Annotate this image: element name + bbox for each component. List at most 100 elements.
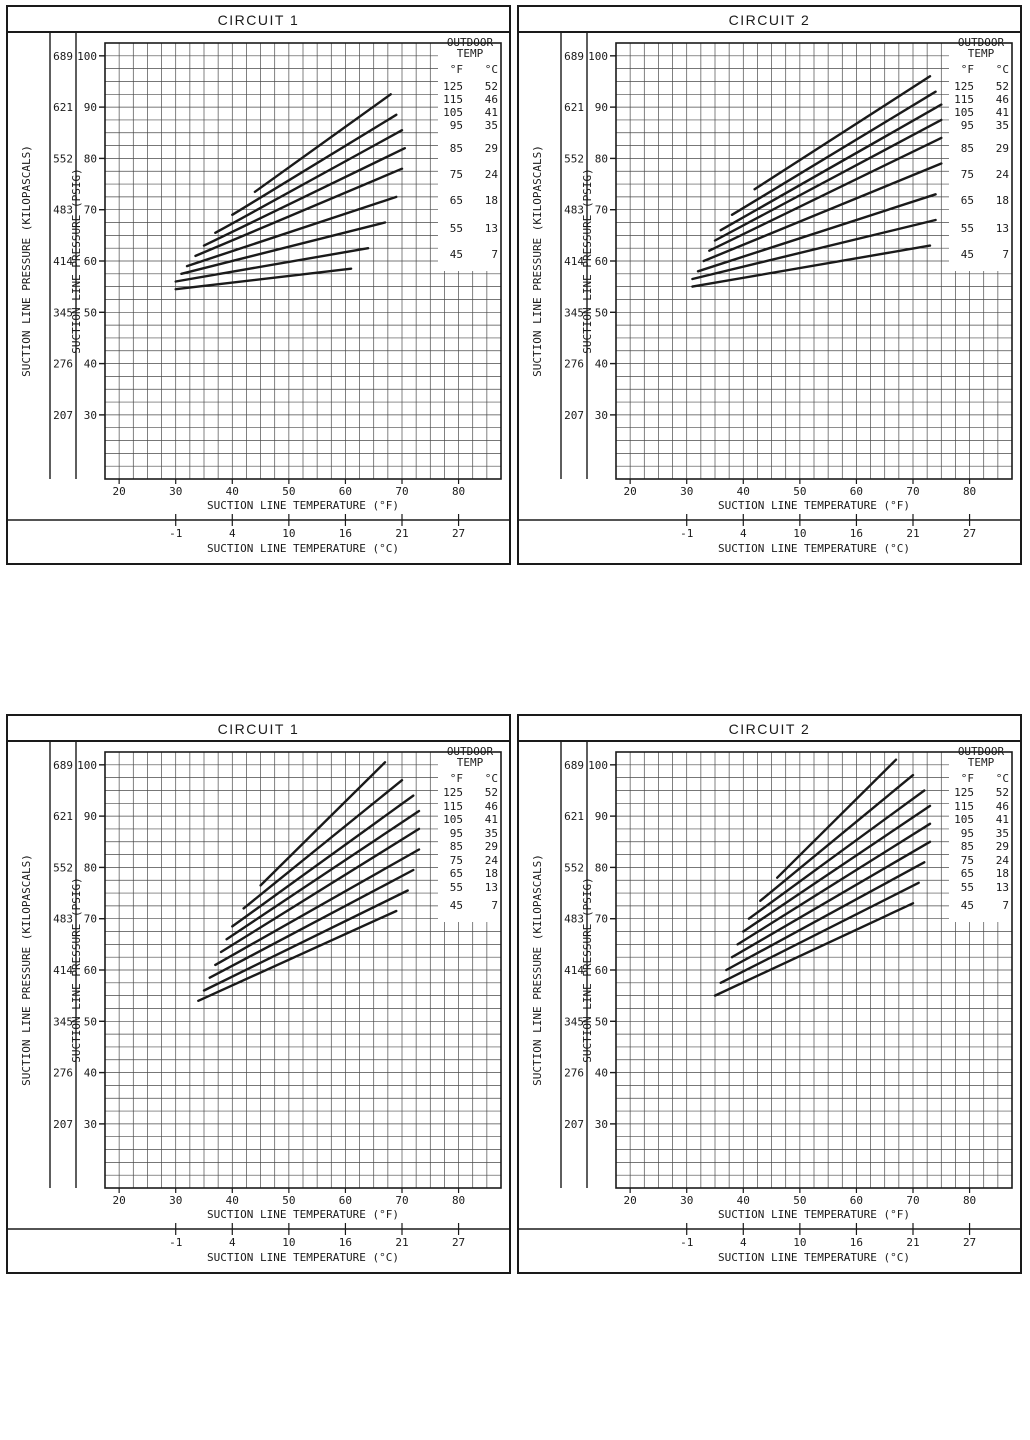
kpa-tick-label: 276 bbox=[53, 358, 73, 371]
psig-tick-label: 90 bbox=[84, 810, 97, 823]
c-tick-label: 4 bbox=[229, 1236, 236, 1249]
legend-value-f: 45 bbox=[450, 248, 463, 261]
series-line-outdoor-85f bbox=[219, 827, 421, 954]
kpa-tick-label: 552 bbox=[564, 861, 584, 874]
grid bbox=[615, 751, 1013, 1189]
legend-value-f: 85 bbox=[961, 840, 974, 853]
series-line-outdoor-75f bbox=[185, 195, 398, 268]
series-line-outdoor-95f bbox=[742, 804, 932, 933]
legend-value-c: 24 bbox=[485, 168, 499, 181]
legend-value-c: 7 bbox=[1002, 248, 1009, 261]
legend-column-c: °C bbox=[485, 63, 498, 76]
series-line-outdoor-75f bbox=[730, 840, 932, 959]
legend-value-c: 29 bbox=[996, 142, 1009, 155]
c-tick-label: 10 bbox=[282, 1236, 295, 1249]
psig-tick-label: 60 bbox=[84, 255, 97, 268]
legend-value-f: 75 bbox=[961, 168, 974, 181]
series-line-outdoor-55f bbox=[174, 246, 370, 283]
f-tick-label: 60 bbox=[339, 485, 352, 498]
psig-tick-label: 70 bbox=[595, 204, 608, 217]
legend-value-c: 24 bbox=[485, 854, 499, 867]
kpa-tick-label: 552 bbox=[564, 152, 584, 165]
series-line-outdoor-45f bbox=[691, 244, 932, 288]
legend-value-c: 46 bbox=[485, 93, 498, 106]
legend-value-c: 35 bbox=[485, 119, 498, 132]
legend-value-f: 65 bbox=[450, 867, 463, 880]
kpa-tick-label: 276 bbox=[53, 1067, 73, 1080]
x-axis-title-c: SUCTION LINE TEMPERATURE (°C) bbox=[207, 1251, 399, 1264]
psig-tick-label: 60 bbox=[84, 964, 97, 977]
f-tick-label: 40 bbox=[737, 485, 750, 498]
legend-value-f: 115 bbox=[954, 800, 974, 813]
x-axis-title-f: SUCTION LINE TEMPERATURE (°F) bbox=[207, 1208, 399, 1221]
x-axis-title-c: SUCTION LINE TEMPERATURE (°C) bbox=[718, 1251, 910, 1264]
legend-value-c: 41 bbox=[485, 813, 498, 826]
f-tick-label: 20 bbox=[624, 485, 637, 498]
legend-value-c: 7 bbox=[491, 248, 498, 261]
f-tick-label: 60 bbox=[339, 1194, 352, 1207]
legend-value-f: 65 bbox=[961, 194, 974, 207]
c-tick-label: 10 bbox=[282, 527, 295, 540]
kpa-tick-label: 414 bbox=[53, 964, 73, 977]
y-axis-title-kpa: SUCTION LINE PRESSURE (KILOPASCALS) bbox=[20, 145, 33, 377]
legend-value-c: 29 bbox=[996, 840, 1009, 853]
f-tick-label: 40 bbox=[737, 1194, 750, 1207]
psig-tick-label: 50 bbox=[84, 1015, 97, 1028]
kpa-tick-label: 345 bbox=[53, 306, 73, 319]
series-line-outdoor-75f bbox=[214, 848, 421, 967]
series-line-outdoor-65f bbox=[208, 868, 415, 979]
legend-value-f: 105 bbox=[443, 106, 463, 119]
c-tick-label: 21 bbox=[395, 1236, 408, 1249]
kpa-tick-label: 483 bbox=[564, 204, 584, 217]
legend-value-f: 125 bbox=[443, 786, 463, 799]
legend-value-f: 65 bbox=[450, 194, 463, 207]
legend-value-f: 45 bbox=[450, 899, 463, 912]
kpa-tick-label: 552 bbox=[53, 861, 73, 874]
psig-tick-label: 80 bbox=[84, 861, 97, 874]
kpa-tick-label: 483 bbox=[564, 913, 584, 926]
c-tick-label: 4 bbox=[740, 527, 747, 540]
psig-tick-label: 40 bbox=[84, 358, 97, 371]
legend-value-c: 7 bbox=[491, 899, 498, 912]
series-line-outdoor-115f bbox=[730, 90, 937, 217]
legend-value-f: 45 bbox=[961, 248, 974, 261]
legend-value-c: 46 bbox=[996, 800, 1009, 813]
legend-value-f: 105 bbox=[954, 106, 974, 119]
kpa-tick-label: 483 bbox=[53, 204, 73, 217]
legend-value-c: 13 bbox=[996, 881, 1009, 894]
legend-value-f: 125 bbox=[954, 80, 974, 93]
chart-title-circuit1-bottom: CIRCUIT 1 bbox=[8, 716, 509, 742]
legend-column-f: °F bbox=[961, 63, 974, 76]
c-tick-label: 10 bbox=[793, 1236, 806, 1249]
kpa-tick-label: 552 bbox=[53, 152, 73, 165]
kpa-tick-label: 689 bbox=[564, 50, 584, 63]
legend-value-f: 125 bbox=[954, 786, 974, 799]
legend-value-f: 95 bbox=[961, 119, 974, 132]
f-tick-label: 60 bbox=[850, 485, 863, 498]
kpa-tick-label: 345 bbox=[564, 1015, 584, 1028]
psig-tick-label: 60 bbox=[595, 255, 608, 268]
psig-tick-label: 70 bbox=[84, 913, 97, 926]
c-tick-label: -1 bbox=[169, 1236, 182, 1249]
y-axis-title-kpa: SUCTION LINE PRESSURE (KILOPASCALS) bbox=[531, 854, 544, 1086]
legend-value-f: 125 bbox=[443, 80, 463, 93]
legend-value-c: 18 bbox=[485, 867, 498, 880]
series-line-outdoor-45f bbox=[197, 909, 398, 1002]
kpa-tick-label: 207 bbox=[53, 409, 73, 422]
chart-title-circuit2-top: CIRCUIT 2 bbox=[519, 7, 1020, 33]
legend-value-f: 45 bbox=[961, 899, 974, 912]
f-tick-label: 30 bbox=[169, 485, 182, 498]
grid bbox=[104, 751, 502, 1189]
kpa-tick-label: 414 bbox=[564, 255, 584, 268]
psig-tick-label: 100 bbox=[77, 759, 97, 772]
series-line-outdoor-45f bbox=[713, 902, 915, 997]
legend-value-f: 115 bbox=[443, 93, 463, 106]
f-tick-label: 50 bbox=[793, 1194, 806, 1207]
c-tick-label: 21 bbox=[906, 1236, 919, 1249]
psig-tick-label: 90 bbox=[84, 101, 97, 114]
legend-value-c: 13 bbox=[996, 222, 1009, 235]
psig-tick-label: 70 bbox=[595, 913, 608, 926]
legend-value-c: 13 bbox=[485, 222, 498, 235]
kpa-tick-label: 207 bbox=[564, 409, 584, 422]
legend-value-c: 29 bbox=[485, 840, 498, 853]
